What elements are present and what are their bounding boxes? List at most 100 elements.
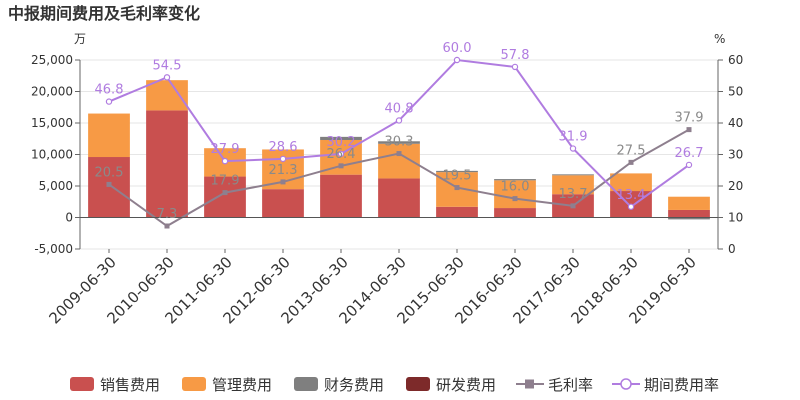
data-label-毛利率: 17.9 — [211, 174, 240, 189]
chart-title: 中报期间费用及毛利率变化 — [8, 4, 200, 23]
data-label-毛利率: 13.7 — [559, 187, 588, 202]
right-tick-label: 10 — [728, 211, 743, 225]
data-label-毛利率: 20.5 — [95, 165, 124, 180]
point-期间费用率 — [395, 117, 403, 124]
bar-管理费用 — [146, 80, 188, 111]
data-label-期间费用率: 28.6 — [269, 140, 298, 155]
point-期间费用率 — [163, 74, 171, 81]
data-label-毛利率: 37.9 — [675, 111, 704, 126]
point-毛利率 — [628, 159, 634, 165]
left-tick-label: 5,000 — [39, 179, 73, 193]
bar-销售费用 — [204, 176, 246, 218]
bar-财务费用 — [494, 179, 536, 181]
data-label-期间费用率: 31.9 — [559, 130, 588, 145]
data-label-期间费用率: 27.9 — [211, 142, 240, 157]
bar-销售费用 — [436, 206, 478, 218]
bar-销售费用 — [146, 110, 188, 218]
point-期间费用率 — [105, 98, 113, 105]
legend-label: 研发费用 — [436, 376, 496, 394]
bar-销售费用 — [262, 189, 304, 218]
data-label-期间费用率: 40.8 — [385, 101, 414, 116]
left-tick-label: 0 — [65, 211, 73, 225]
data-label-毛利率: 26.4 — [327, 147, 356, 162]
legend-item: 毛利率 — [516, 376, 593, 394]
left-tick-label: -5,000 — [34, 242, 73, 256]
legend-marker-期间费用率 — [620, 378, 632, 390]
point-毛利率 — [280, 179, 286, 185]
bar-管理费用 — [668, 196, 710, 210]
left-tick-label: 10,000 — [31, 148, 73, 162]
point-期间费用率 — [627, 203, 635, 210]
legend-swatch-管理费用 — [182, 377, 206, 391]
legend-swatch-财务费用 — [294, 377, 318, 391]
data-label-毛利率: 30.3 — [385, 135, 414, 150]
right-tick-label: 50 — [728, 85, 743, 99]
bar-财务费用 — [668, 217, 710, 220]
point-期间费用率 — [279, 155, 287, 163]
point-期间费用率 — [221, 157, 229, 165]
point-期间费用率 — [685, 161, 693, 169]
data-label-期间费用率: 30.2 — [327, 135, 356, 150]
data-label-毛利率: 19.5 — [443, 169, 472, 184]
bar-管理费用 — [494, 180, 536, 209]
legend-marker-毛利率 — [525, 379, 534, 389]
point-毛利率 — [338, 163, 344, 169]
data-label-期间费用率: 54.5 — [153, 58, 182, 73]
right-axis-unit: % — [714, 32, 725, 46]
right-tick-label: 20 — [728, 179, 743, 193]
point-毛利率 — [222, 190, 228, 196]
bar-财务费用 — [378, 141, 420, 144]
bar-财务费用 — [436, 170, 478, 173]
data-label-期间费用率: 57.8 — [501, 48, 530, 63]
left-tick-label: 25,000 — [31, 53, 73, 67]
legend-item: 销售费用 — [70, 376, 160, 394]
point-毛利率 — [686, 127, 692, 133]
data-label-毛利率: 16.0 — [501, 180, 530, 195]
left-tick-label: 15,000 — [31, 116, 73, 130]
data-label-毛利率: 7.3 — [157, 207, 178, 222]
bar-管理费用 — [88, 113, 130, 158]
legend-label: 财务费用 — [324, 376, 384, 394]
legend-item: 研发费用 — [406, 376, 496, 394]
point-毛利率 — [512, 196, 518, 202]
legend-label: 销售费用 — [100, 376, 160, 394]
data-label-期间费用率: 26.7 — [675, 146, 704, 161]
bar-管理费用 — [610, 173, 652, 192]
bar-销售费用 — [378, 178, 420, 218]
left-axis-unit: 万 — [74, 32, 86, 46]
legend-item: 期间费用率 — [612, 376, 719, 394]
right-tick-label: 60 — [728, 53, 743, 67]
right-tick-label: 0 — [728, 242, 736, 256]
bar-管理费用 — [552, 175, 594, 195]
bar-销售费用 — [494, 208, 536, 218]
bar-财务费用 — [552, 174, 594, 176]
data-label-期间费用率: 13.4 — [617, 188, 646, 203]
point-期间费用率 — [453, 56, 461, 64]
left-tick-label: 20,000 — [31, 85, 73, 99]
legend-item: 管理费用 — [182, 376, 272, 394]
bar-销售费用 — [88, 157, 130, 218]
point-期间费用率 — [569, 145, 577, 152]
point-毛利率 — [396, 151, 402, 157]
legend-label: 毛利率 — [548, 376, 593, 394]
right-tick-label: 40 — [728, 116, 743, 130]
right-tick-label: 30 — [728, 148, 743, 162]
data-label-毛利率: 21.3 — [269, 163, 298, 178]
point-毛利率 — [570, 203, 576, 209]
bar-销售费用 — [668, 209, 710, 218]
legend-label: 管理费用 — [212, 376, 272, 394]
data-label-期间费用率: 46.8 — [95, 83, 124, 98]
legend-label: 期间费用率 — [644, 376, 719, 394]
bar-财务费用 — [320, 136, 362, 141]
bar-销售费用 — [320, 174, 362, 218]
data-label-期间费用率: 60.0 — [443, 41, 472, 56]
point-期间费用率 — [511, 63, 519, 71]
point-期间费用率 — [337, 150, 345, 158]
legend-swatch-销售费用 — [70, 377, 94, 391]
point-毛利率 — [454, 185, 460, 191]
data-label-毛利率: 27.5 — [617, 143, 646, 158]
legend-item: 财务费用 — [294, 376, 384, 394]
point-毛利率 — [106, 181, 112, 187]
legend-swatch-研发费用 — [406, 377, 430, 391]
